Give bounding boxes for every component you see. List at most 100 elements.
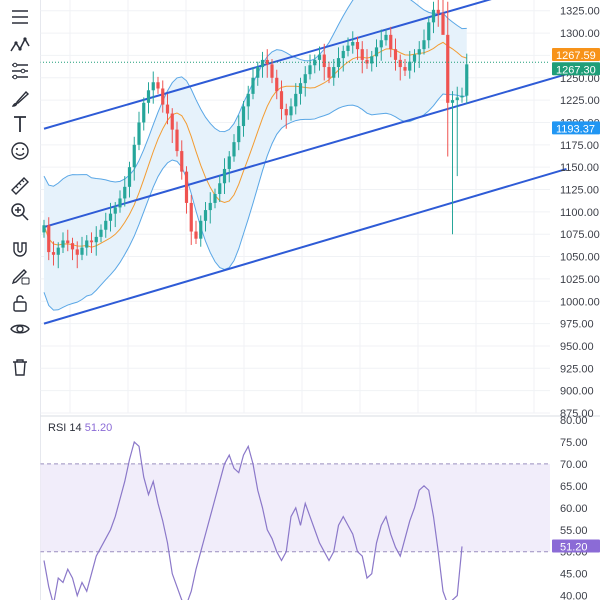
bollinger-upper-line (43, 0, 467, 187)
unlock-button[interactable] (6, 291, 34, 315)
bollinger-fill (44, 0, 467, 311)
price-tag-value: 1193.37 (556, 123, 595, 135)
price-axis-label: 1000.00 (560, 296, 600, 308)
price-tag-value: 1267.59 (556, 50, 596, 62)
candle-body (118, 198, 122, 208)
price-axis-label: 1025.00 (560, 274, 600, 286)
candle-body (370, 56, 374, 64)
candle-body (417, 49, 421, 55)
lock-drawing-button[interactable] (6, 264, 34, 288)
candle-body (184, 171, 189, 203)
candle-body (441, 13, 445, 35)
magnet-icon (13, 242, 27, 257)
candle-body (412, 54, 417, 62)
candle-body (199, 220, 203, 239)
rsi-axis-label: 55.00 (560, 525, 588, 537)
rsi-axis-label: 70.00 (560, 459, 588, 471)
text-tool-icon (14, 116, 26, 132)
candle-body (213, 193, 217, 203)
candle-body (260, 59, 265, 68)
candle-body (113, 207, 117, 214)
rsi-axis-label: 45.00 (560, 569, 588, 581)
rsi-axis-label: 65.00 (560, 481, 588, 493)
rsi-line (43, 440, 463, 600)
candle-body (104, 220, 108, 230)
brush-button[interactable] (6, 86, 34, 110)
candle-body (460, 95, 464, 98)
fib-levels-icon (12, 62, 28, 80)
lock-drawing-icon (11, 269, 30, 285)
candle-body (336, 58, 341, 68)
rsi-axis-label: 80.00 (560, 415, 588, 427)
price-axis-label: 1250.00 (560, 73, 600, 85)
candle-body (355, 42, 360, 50)
eye-button[interactable] (6, 317, 34, 341)
price-axis-label: 975.00 (560, 319, 594, 331)
candle-body (237, 126, 241, 143)
candle-body (408, 61, 412, 71)
rsi-legend[interactable]: RSI 14 51.20 (48, 422, 112, 434)
rsi-value-tag[interactable] (552, 539, 600, 553)
candle-body (146, 90, 151, 103)
candle-body (161, 88, 165, 105)
candle-body (275, 77, 279, 92)
price-axis-label: 1150.00 (560, 162, 599, 174)
chart-area[interactable]: 875.00 900.00 925.00 950.00 975.00 1000.00 102… (40, 0, 600, 600)
candle-body (289, 106, 293, 116)
candle-body (156, 82, 160, 89)
emoji-button[interactable] (6, 139, 34, 163)
ruler-button[interactable] (6, 174, 34, 198)
eye-icon (10, 324, 30, 334)
candle-body (346, 45, 350, 51)
candle-body (165, 104, 170, 114)
candle-body (56, 247, 60, 255)
price-axis-label: 925.00 (560, 363, 594, 375)
candle-body (431, 9, 436, 23)
fib-levels-button[interactable] (6, 59, 34, 83)
candle-body (446, 34, 450, 103)
candle-body (70, 243, 75, 250)
trend-channel-line-2[interactable] (43, 73, 567, 229)
magnet-button[interactable] (6, 238, 34, 262)
candle-body (227, 156, 231, 169)
pattern-tool-icon (10, 37, 30, 52)
text-tool-button[interactable] (6, 112, 34, 136)
candle-body (47, 225, 51, 253)
candle-body (189, 202, 193, 232)
price-axis-label: 950.00 (560, 341, 594, 353)
candle-body (427, 22, 431, 41)
candle-body (379, 40, 383, 48)
price-tag[interactable] (552, 121, 600, 135)
zoom-in-button[interactable] (6, 200, 34, 224)
trend-channel-line-1[interactable] (43, 0, 519, 130)
menu-lines-button[interactable] (6, 5, 34, 29)
candle-body (108, 213, 113, 221)
trend-channel-line-3[interactable] (43, 167, 567, 325)
price-axis-label: 1225.00 (560, 95, 600, 107)
candle-body (465, 64, 469, 96)
candle-body (341, 50, 345, 59)
rsi-band-fill (40, 463, 550, 552)
price-axis-label: 1050.00 (560, 252, 600, 264)
price-axis-label: 1100.00 (560, 207, 599, 219)
pattern-tool-button[interactable] (6, 33, 34, 57)
price-tag[interactable] (552, 62, 600, 76)
zoom-in-icon (11, 203, 29, 221)
candle-body (246, 93, 250, 107)
price-tag[interactable] (552, 48, 600, 62)
candle-body (384, 34, 388, 41)
rsi-legend-period: 14 (69, 422, 84, 434)
rsi-legend-name: RSI (48, 422, 69, 434)
trash-button[interactable] (6, 355, 34, 379)
drawing-toolbar (0, 0, 41, 600)
rsi-legend-value: 51.20 (85, 422, 113, 434)
price-axis-label: 900.00 (560, 386, 594, 398)
candle-body (151, 82, 155, 91)
candle-body (194, 231, 198, 239)
candle-body (303, 74, 307, 84)
candle-body (99, 229, 103, 237)
candle-body (66, 240, 70, 244)
candle-body (284, 109, 288, 116)
price-axis-label: 875.00 (560, 408, 594, 420)
emoji-icon (11, 142, 29, 160)
